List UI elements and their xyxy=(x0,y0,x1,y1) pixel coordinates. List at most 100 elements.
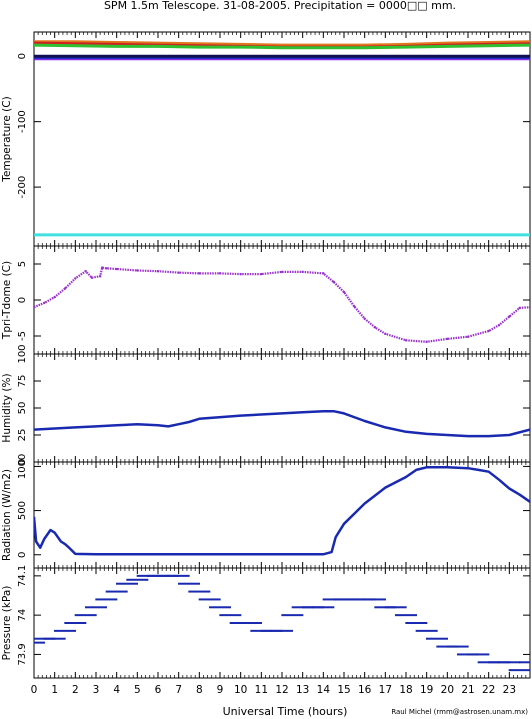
panel-data xyxy=(34,574,530,672)
panel-temperature: 0 -100 -200 Temperature (C) xyxy=(1,31,531,247)
x-tick-label: 22 xyxy=(482,684,495,696)
data-point xyxy=(188,590,211,593)
data-point xyxy=(167,574,190,577)
data-point xyxy=(426,637,448,640)
panel-data xyxy=(34,466,530,556)
data-point xyxy=(63,287,67,290)
x-tick-label: 9 xyxy=(217,684,224,696)
data-point xyxy=(373,326,377,329)
series-line-0 xyxy=(34,40,530,47)
data-point xyxy=(405,622,428,624)
series-line-0 xyxy=(34,266,530,343)
data-point xyxy=(353,305,356,308)
data-point xyxy=(177,271,180,274)
x-axis-label: Universal Time (hours) xyxy=(223,705,348,718)
figure-title: SPM 1.5m Telescope. 31-08-2005. Precipit… xyxy=(104,0,456,12)
data-point xyxy=(43,301,46,305)
data-point xyxy=(322,272,325,275)
y-tick-label: 500 xyxy=(17,501,28,520)
data-point xyxy=(84,270,87,273)
data-point xyxy=(34,306,36,309)
data-point xyxy=(95,598,118,601)
data-point xyxy=(74,614,97,617)
y-tick-label: -5 xyxy=(17,331,28,341)
data-point xyxy=(271,629,293,632)
data-point xyxy=(518,306,521,310)
data-point xyxy=(219,614,242,617)
y-tick-label: 74.1 xyxy=(17,565,28,587)
data-point xyxy=(466,335,470,338)
credit-text: Raul Michel (rmm@astrosen.unam.mx) xyxy=(391,708,528,716)
x-tick-label: 10 xyxy=(234,684,247,696)
x-tick-label: 6 xyxy=(155,684,162,696)
data-point xyxy=(126,578,149,581)
y-tick-label: 5 xyxy=(17,261,28,267)
data-point xyxy=(280,270,284,274)
data-point xyxy=(384,606,407,609)
x-tick-label: 13 xyxy=(296,684,309,696)
x-tick-label: 18 xyxy=(399,684,412,696)
x-tick-label: 23 xyxy=(503,684,516,696)
data-point xyxy=(240,622,262,624)
data-point xyxy=(34,641,45,644)
x-tick-label: 7 xyxy=(175,684,182,696)
data-point xyxy=(446,337,449,341)
panel-tpri: 5 0 -5 Tpri-Tdome (C) xyxy=(1,245,531,355)
series-line-2 xyxy=(34,43,530,50)
data-point xyxy=(53,295,56,299)
data-point xyxy=(332,280,335,284)
data-point xyxy=(415,629,438,632)
x-tick-label: 0 xyxy=(31,684,38,696)
x-tick-label: 17 xyxy=(379,684,392,696)
data-point xyxy=(508,669,530,672)
y-tick-label: 74 xyxy=(17,609,28,622)
data-point xyxy=(98,275,102,278)
data-point xyxy=(43,637,66,640)
panel-data xyxy=(34,266,530,343)
x-tick-label: 19 xyxy=(420,684,433,696)
data-point xyxy=(498,661,521,664)
data-point xyxy=(101,266,104,269)
data-point xyxy=(239,272,242,276)
panel-frame xyxy=(33,567,531,679)
data-point xyxy=(363,317,366,320)
data-point xyxy=(487,329,490,333)
data-point xyxy=(395,614,417,617)
x-tick-label: 15 xyxy=(337,684,350,696)
y-tick-label: 75 xyxy=(17,375,28,388)
y-tick-label: 0 xyxy=(17,53,28,59)
data-point xyxy=(364,598,386,601)
x-tick-label: 21 xyxy=(461,684,474,696)
x-tick-label: 5 xyxy=(134,684,141,696)
y-axis-label: Radiation (W/m2) xyxy=(1,469,13,561)
x-tick-label: 8 xyxy=(196,684,203,696)
data-point xyxy=(115,267,118,271)
data-point xyxy=(384,332,387,336)
panel-data xyxy=(34,40,530,237)
y-tick-label: 25 xyxy=(17,429,28,442)
y-tick-label: -100 xyxy=(17,110,28,133)
series-line-0 xyxy=(34,466,530,556)
data-point xyxy=(218,272,222,275)
x-tick-label: 20 xyxy=(441,684,454,696)
panel-pressure: 73.9 74 74.1 Pressure (kPa) xyxy=(1,565,531,679)
data-point xyxy=(198,272,201,275)
data-point xyxy=(519,661,530,664)
data-point xyxy=(281,614,304,617)
y-axis-label: Tpri-Tdome (C) xyxy=(1,261,13,340)
x-tick-label: 12 xyxy=(275,684,288,696)
data-point xyxy=(425,340,428,343)
data-point xyxy=(90,276,94,279)
data-point xyxy=(105,590,128,593)
data-point xyxy=(178,582,200,585)
y-tick-label: 0 xyxy=(17,459,28,465)
data-point xyxy=(136,269,139,272)
data-point xyxy=(105,267,108,270)
x-tick-label: 2 xyxy=(72,684,79,696)
y-axis-label: Temperature (C) xyxy=(1,96,13,182)
panel-radiation: 0 500 1000 Radiation (W/m2) xyxy=(1,454,531,569)
data-point xyxy=(508,315,511,318)
y-tick-label: -200 xyxy=(17,176,28,199)
y-tick-label: 100 xyxy=(17,344,28,363)
